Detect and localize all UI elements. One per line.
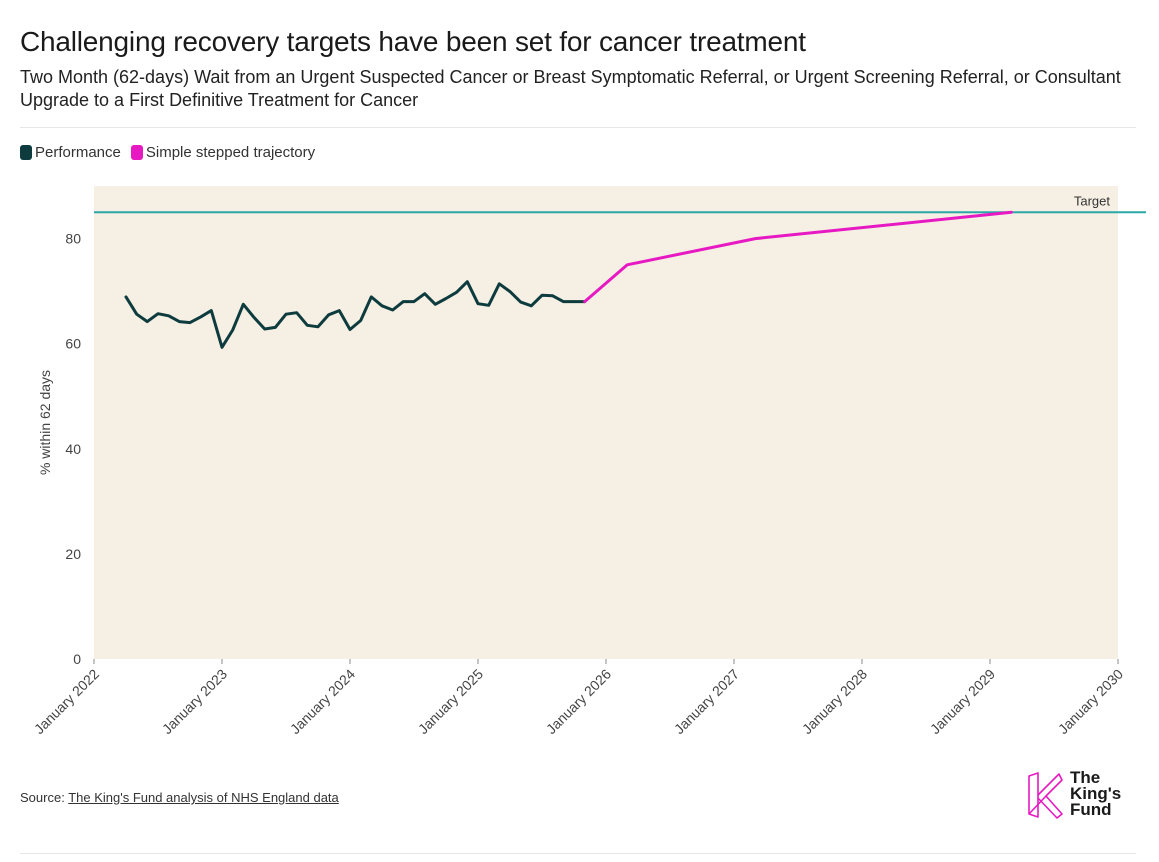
source-note: Source: The King's Fund analysis of NHS … [20, 790, 339, 805]
y-tick-label: 0 [73, 651, 81, 667]
y-axis-label: % within 62 days [37, 370, 53, 475]
x-tick-label: January 2027 [671, 666, 742, 737]
legend-swatch-performance [20, 145, 32, 160]
line-chart: 0 20 40 60 80 % within 62 days January 2022 Jan… [31, 186, 1146, 737]
chart-title: Challenging recovery targets have been s… [20, 26, 806, 57]
y-tick-label: 80 [65, 231, 81, 247]
legend-item-trajectory[interactable]: Simple stepped trajectory [130, 144, 316, 161]
legend-label-trajectory: Simple stepped trajectory [145, 144, 316, 161]
x-tick-label: January 2030 [1055, 666, 1126, 737]
x-tick-label: January 2026 [543, 666, 614, 737]
x-tick-label: January 2025 [415, 666, 486, 737]
x-tick-label: January 2023 [159, 666, 230, 737]
logo-line-3: Fund [1070, 800, 1112, 819]
x-tick-label: January 2022 [31, 666, 102, 737]
chart-subtitle: Two Month (62-days) Wait from an Urgent … [20, 67, 1121, 110]
source-prefix: Source: [20, 790, 69, 805]
logo-line-1: The [1070, 768, 1101, 787]
x-tick-label: January 2028 [799, 666, 870, 737]
target-label: Target [1074, 193, 1111, 208]
footer-divider [20, 853, 1136, 854]
source-link[interactable]: The King's Fund analysis of NHS England … [68, 790, 339, 805]
y-tick-label: 20 [65, 546, 81, 562]
kings-fund-logo-icon [1028, 772, 1063, 819]
x-tick-label: January 2024 [287, 666, 358, 737]
series-line-trajectory[interactable] [583, 210, 1013, 304]
series-line-performance[interactable] [124, 280, 587, 349]
plot-area [94, 186, 1118, 659]
logo-line-2: King's [1070, 784, 1122, 803]
legend-item-performance[interactable]: Performance [20, 144, 121, 161]
y-tick-label: 60 [65, 336, 81, 352]
header-divider [20, 127, 1136, 128]
legend-label-performance: Performance [35, 144, 121, 161]
legend-swatch-trajectory [130, 145, 143, 160]
legend: Performance Simple stepped trajectory [20, 144, 315, 161]
logo-wordmark: The King's Fund [1070, 768, 1122, 819]
x-tick-label: January 2029 [927, 666, 998, 737]
y-tick-label: 40 [65, 441, 81, 457]
kings-fund-logo: The King's Fund [1026, 768, 1122, 820]
